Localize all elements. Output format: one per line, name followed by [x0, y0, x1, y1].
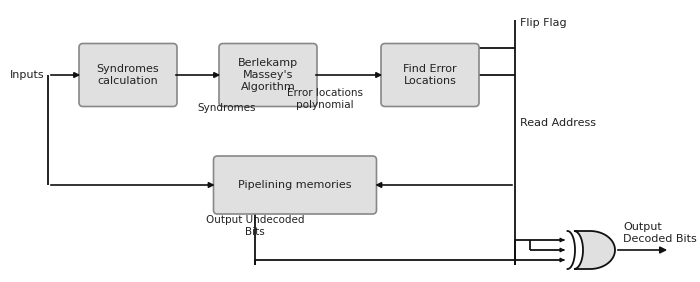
Text: Pipelining memories: Pipelining memories — [238, 180, 351, 190]
FancyBboxPatch shape — [214, 156, 377, 214]
Polygon shape — [574, 231, 615, 269]
Text: Output
Decoded Bits: Output Decoded Bits — [623, 222, 696, 244]
FancyBboxPatch shape — [219, 43, 317, 107]
Text: Output Undecoded
Bits: Output Undecoded Bits — [206, 215, 304, 237]
Text: Syndromes: Syndromes — [197, 103, 256, 113]
FancyBboxPatch shape — [79, 43, 177, 107]
Text: Berlekamp
Massey's
Algorithm: Berlekamp Massey's Algorithm — [238, 58, 298, 92]
FancyBboxPatch shape — [381, 43, 479, 107]
Text: Find Error
Locations: Find Error Locations — [403, 64, 457, 86]
Text: Flip Flag: Flip Flag — [520, 18, 566, 28]
Text: Read Address: Read Address — [520, 118, 596, 128]
Text: Error locations
polynomial: Error locations polynomial — [287, 88, 363, 110]
Text: Inputs: Inputs — [10, 70, 45, 80]
Text: Syndromes
calculation: Syndromes calculation — [97, 64, 160, 86]
